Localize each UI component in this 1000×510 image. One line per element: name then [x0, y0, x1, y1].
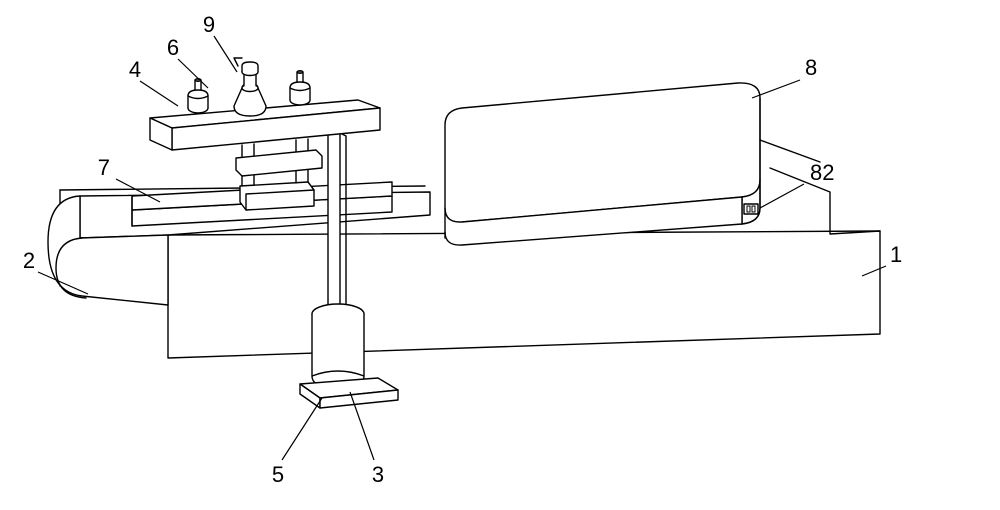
frame-front-panel: [168, 231, 880, 358]
label-5: 5: [272, 462, 284, 487]
label-6: 6: [167, 35, 179, 60]
label-7: 7: [98, 155, 110, 180]
base-plate: [300, 378, 398, 408]
mounting-bolt-right: [290, 71, 310, 106]
patent-figure: 9 6 4 8 7 82 2 1 5 3: [0, 0, 1000, 510]
mounting-bolt-left: [188, 79, 208, 114]
upper-box: [445, 83, 760, 245]
label-1: 1: [890, 242, 902, 267]
label-4: 4: [129, 57, 141, 82]
label-9: 9: [203, 12, 215, 37]
label-8: 8: [805, 55, 817, 80]
lifting-cylinder: [312, 304, 364, 388]
drive-unit: [234, 58, 266, 116]
label-3: 3: [372, 462, 384, 487]
label-2: 2: [23, 248, 35, 273]
beam-legs: [236, 139, 322, 186]
label-82: 82: [810, 160, 834, 185]
